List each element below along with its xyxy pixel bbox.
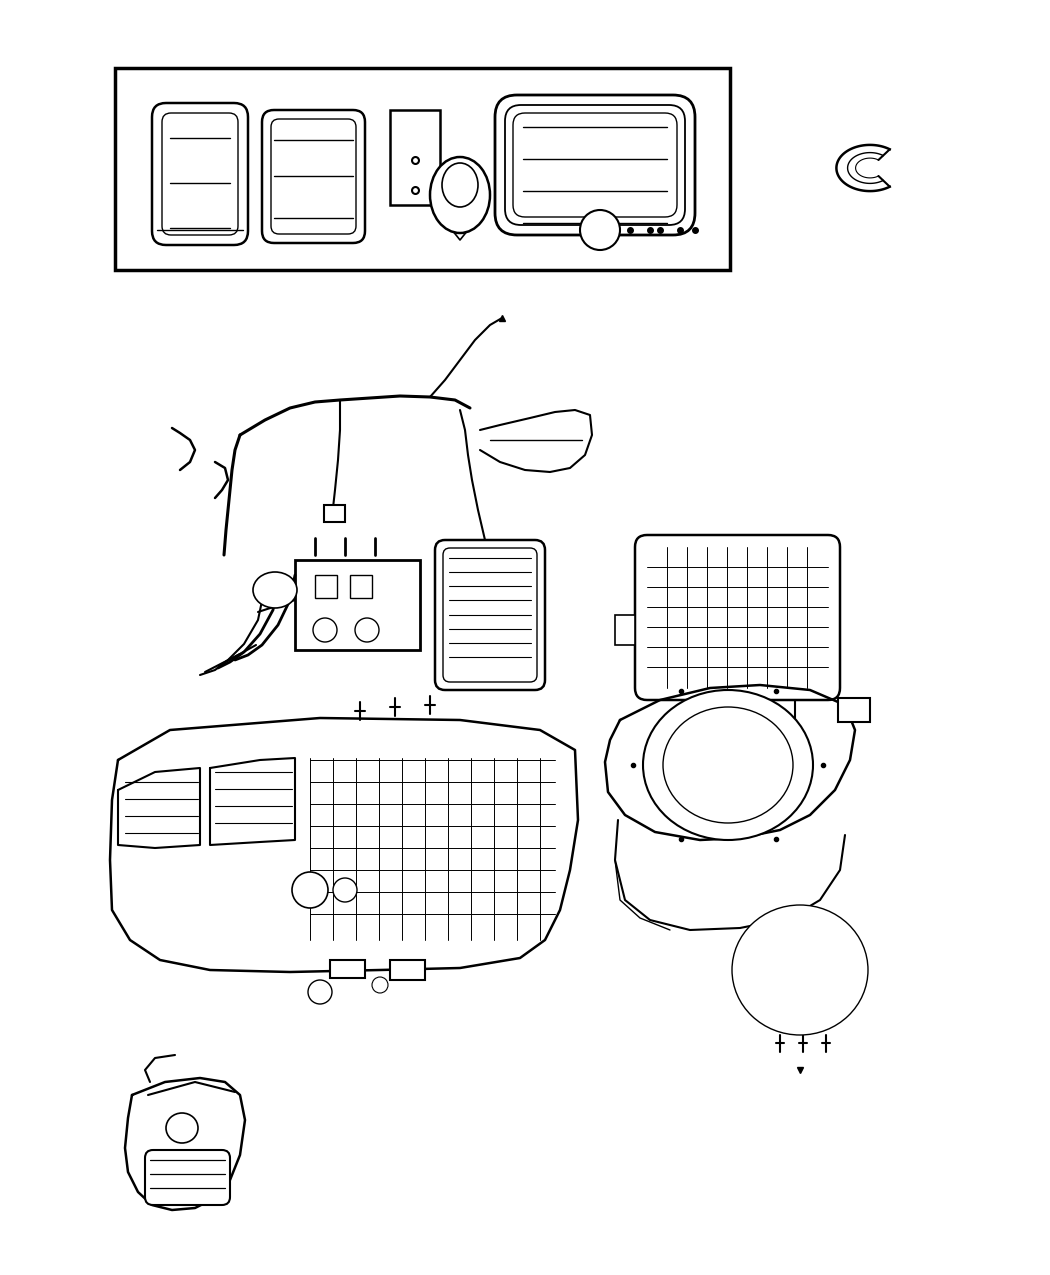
Bar [324, 505, 345, 521]
Ellipse shape [430, 157, 490, 233]
Bar [350, 575, 372, 598]
Bar [295, 560, 420, 650]
Ellipse shape [442, 163, 478, 207]
Ellipse shape [663, 708, 793, 822]
Bar [838, 697, 870, 722]
Bar [116, 68, 730, 270]
FancyBboxPatch shape [635, 536, 840, 700]
FancyBboxPatch shape [262, 110, 365, 244]
FancyBboxPatch shape [162, 113, 238, 235]
Ellipse shape [748, 921, 852, 1020]
Ellipse shape [333, 878, 357, 901]
FancyBboxPatch shape [145, 1150, 230, 1205]
FancyBboxPatch shape [513, 113, 677, 217]
Ellipse shape [355, 618, 379, 643]
Ellipse shape [580, 210, 620, 250]
Ellipse shape [735, 908, 865, 1031]
Ellipse shape [643, 690, 813, 840]
FancyBboxPatch shape [435, 541, 545, 690]
Bar [476, 650, 502, 669]
Bar [615, 615, 635, 645]
Ellipse shape [166, 1113, 198, 1142]
Ellipse shape [292, 872, 328, 908]
Ellipse shape [313, 618, 337, 643]
Ellipse shape [732, 905, 868, 1035]
Bar [330, 960, 365, 978]
Ellipse shape [372, 977, 388, 993]
Ellipse shape [253, 572, 297, 608]
FancyBboxPatch shape [152, 103, 248, 245]
FancyBboxPatch shape [505, 105, 685, 224]
Bar [315, 575, 337, 598]
Ellipse shape [765, 937, 835, 1003]
FancyBboxPatch shape [495, 96, 695, 235]
FancyBboxPatch shape [443, 548, 537, 682]
Bar [390, 960, 425, 980]
Bar [390, 110, 440, 205]
Ellipse shape [308, 980, 332, 1003]
FancyBboxPatch shape [271, 119, 356, 235]
